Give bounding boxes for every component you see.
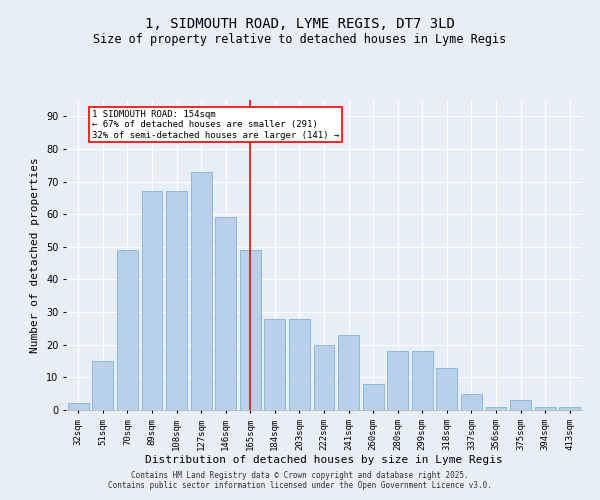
Bar	[338, 335, 359, 410]
Bar	[387, 352, 408, 410]
Bar	[191, 172, 212, 410]
Y-axis label: Number of detached properties: Number of detached properties	[31, 157, 40, 353]
Text: Contains HM Land Registry data © Crown copyright and database right 2025.
Contai: Contains HM Land Registry data © Crown c…	[108, 470, 492, 490]
Bar	[289, 318, 310, 410]
Bar	[535, 406, 556, 410]
Bar	[436, 368, 457, 410]
Text: 1 SIDMOUTH ROAD: 154sqm
← 67% of detached houses are smaller (291)
32% of semi-d: 1 SIDMOUTH ROAD: 154sqm ← 67% of detache…	[92, 110, 339, 140]
Bar	[68, 404, 89, 410]
Bar	[166, 192, 187, 410]
Bar	[461, 394, 482, 410]
Bar	[510, 400, 531, 410]
Bar	[142, 192, 163, 410]
Bar	[265, 318, 286, 410]
Bar	[362, 384, 383, 410]
Text: Size of property relative to detached houses in Lyme Regis: Size of property relative to detached ho…	[94, 32, 506, 46]
Bar	[117, 250, 138, 410]
Bar	[215, 218, 236, 410]
Bar	[412, 352, 433, 410]
Bar	[559, 406, 580, 410]
Bar	[485, 406, 506, 410]
X-axis label: Distribution of detached houses by size in Lyme Regis: Distribution of detached houses by size …	[145, 456, 503, 466]
Bar	[92, 361, 113, 410]
Bar	[314, 344, 334, 410]
Bar	[240, 250, 261, 410]
Text: 1, SIDMOUTH ROAD, LYME REGIS, DT7 3LD: 1, SIDMOUTH ROAD, LYME REGIS, DT7 3LD	[145, 18, 455, 32]
